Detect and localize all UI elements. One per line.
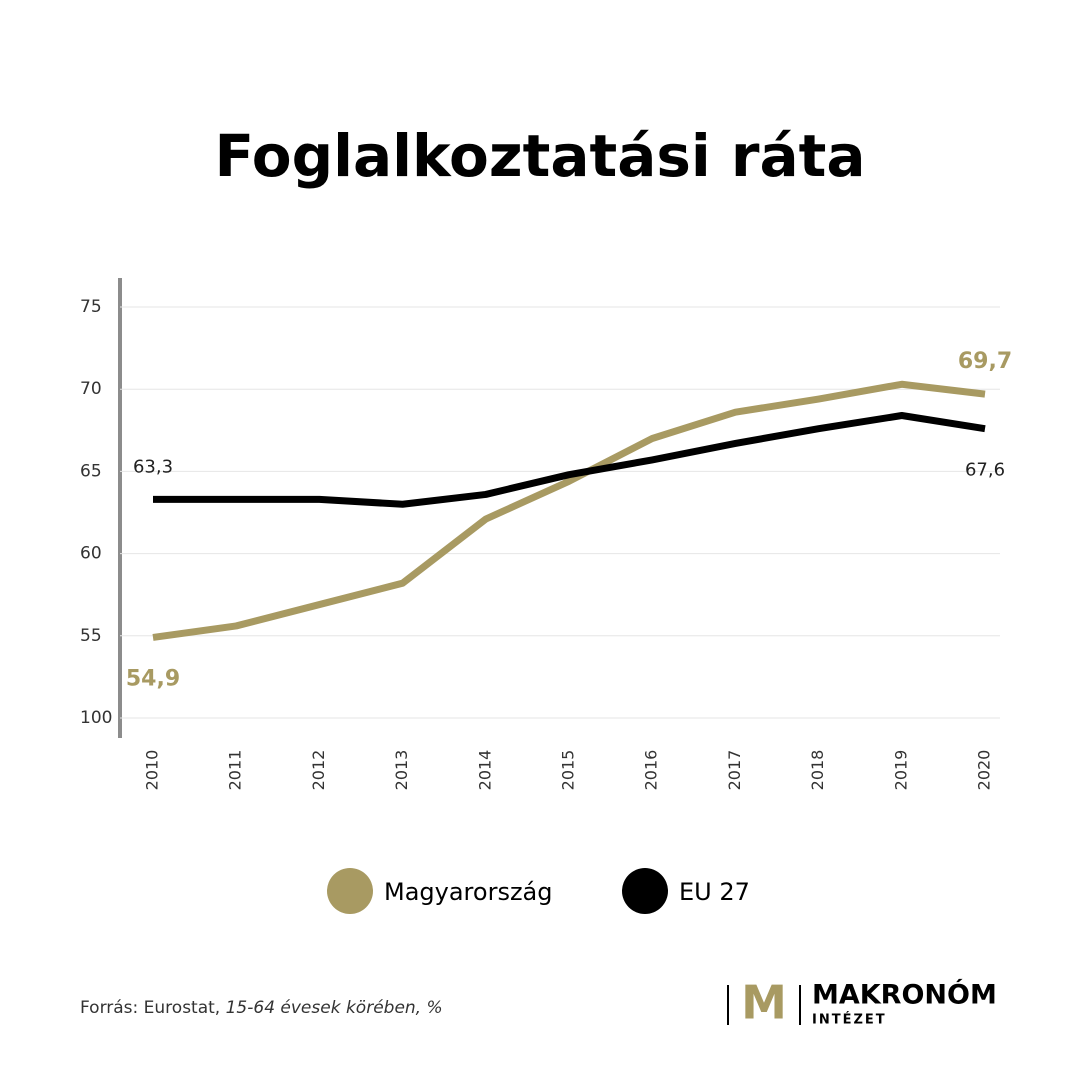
x-tick-label: 2017 — [725, 750, 744, 791]
source-note: 15-64 évesek körében, % — [226, 998, 443, 1018]
x-tick-label: 2015 — [559, 750, 578, 791]
series-line — [153, 412, 986, 508]
x-tick-label: 2018 — [808, 750, 827, 791]
y-tick-label: 75 — [80, 297, 102, 317]
logo-sub: INTÉZET — [812, 1012, 887, 1028]
source: Forrás: Eurostat, 15-64 évesek körében, … — [80, 998, 443, 1018]
logo-mark: M — [741, 976, 787, 1030]
data-label: 67,6 — [965, 460, 1005, 481]
data-label: 63,3 — [133, 456, 173, 477]
y-tick-label: 60 — [80, 544, 102, 564]
x-tick-label: 2012 — [309, 750, 328, 791]
logo-name: MAKRONÓM — [812, 979, 997, 1011]
x-tick-label: 2010 — [143, 750, 162, 791]
y-tick-label: 55 — [80, 626, 102, 646]
x-tick-label: 2019 — [891, 750, 910, 791]
legend-label: Magyarország — [384, 878, 553, 906]
x-tick-label: 2013 — [392, 750, 411, 791]
x-tick-label: 2014 — [475, 750, 494, 791]
y-tick-label: 70 — [80, 379, 102, 399]
y-tick-label: 65 — [80, 461, 102, 481]
x-tick-label: 2011 — [226, 750, 245, 791]
legend-swatch — [622, 868, 668, 914]
x-tick-label: 2020 — [975, 750, 994, 791]
series-line — [152, 380, 986, 641]
x-tick-label: 2016 — [642, 750, 661, 791]
legend-swatch — [327, 868, 373, 914]
data-label: 54,9 — [126, 666, 180, 691]
legend-label: EU 27 — [679, 878, 750, 906]
source-text: Forrás: Eurostat, — [80, 998, 220, 1018]
data-label: 69,7 — [958, 349, 1012, 374]
y-tick-label: 100 — [80, 708, 112, 728]
chart-title: Foglalkoztatási ráta — [214, 122, 865, 190]
